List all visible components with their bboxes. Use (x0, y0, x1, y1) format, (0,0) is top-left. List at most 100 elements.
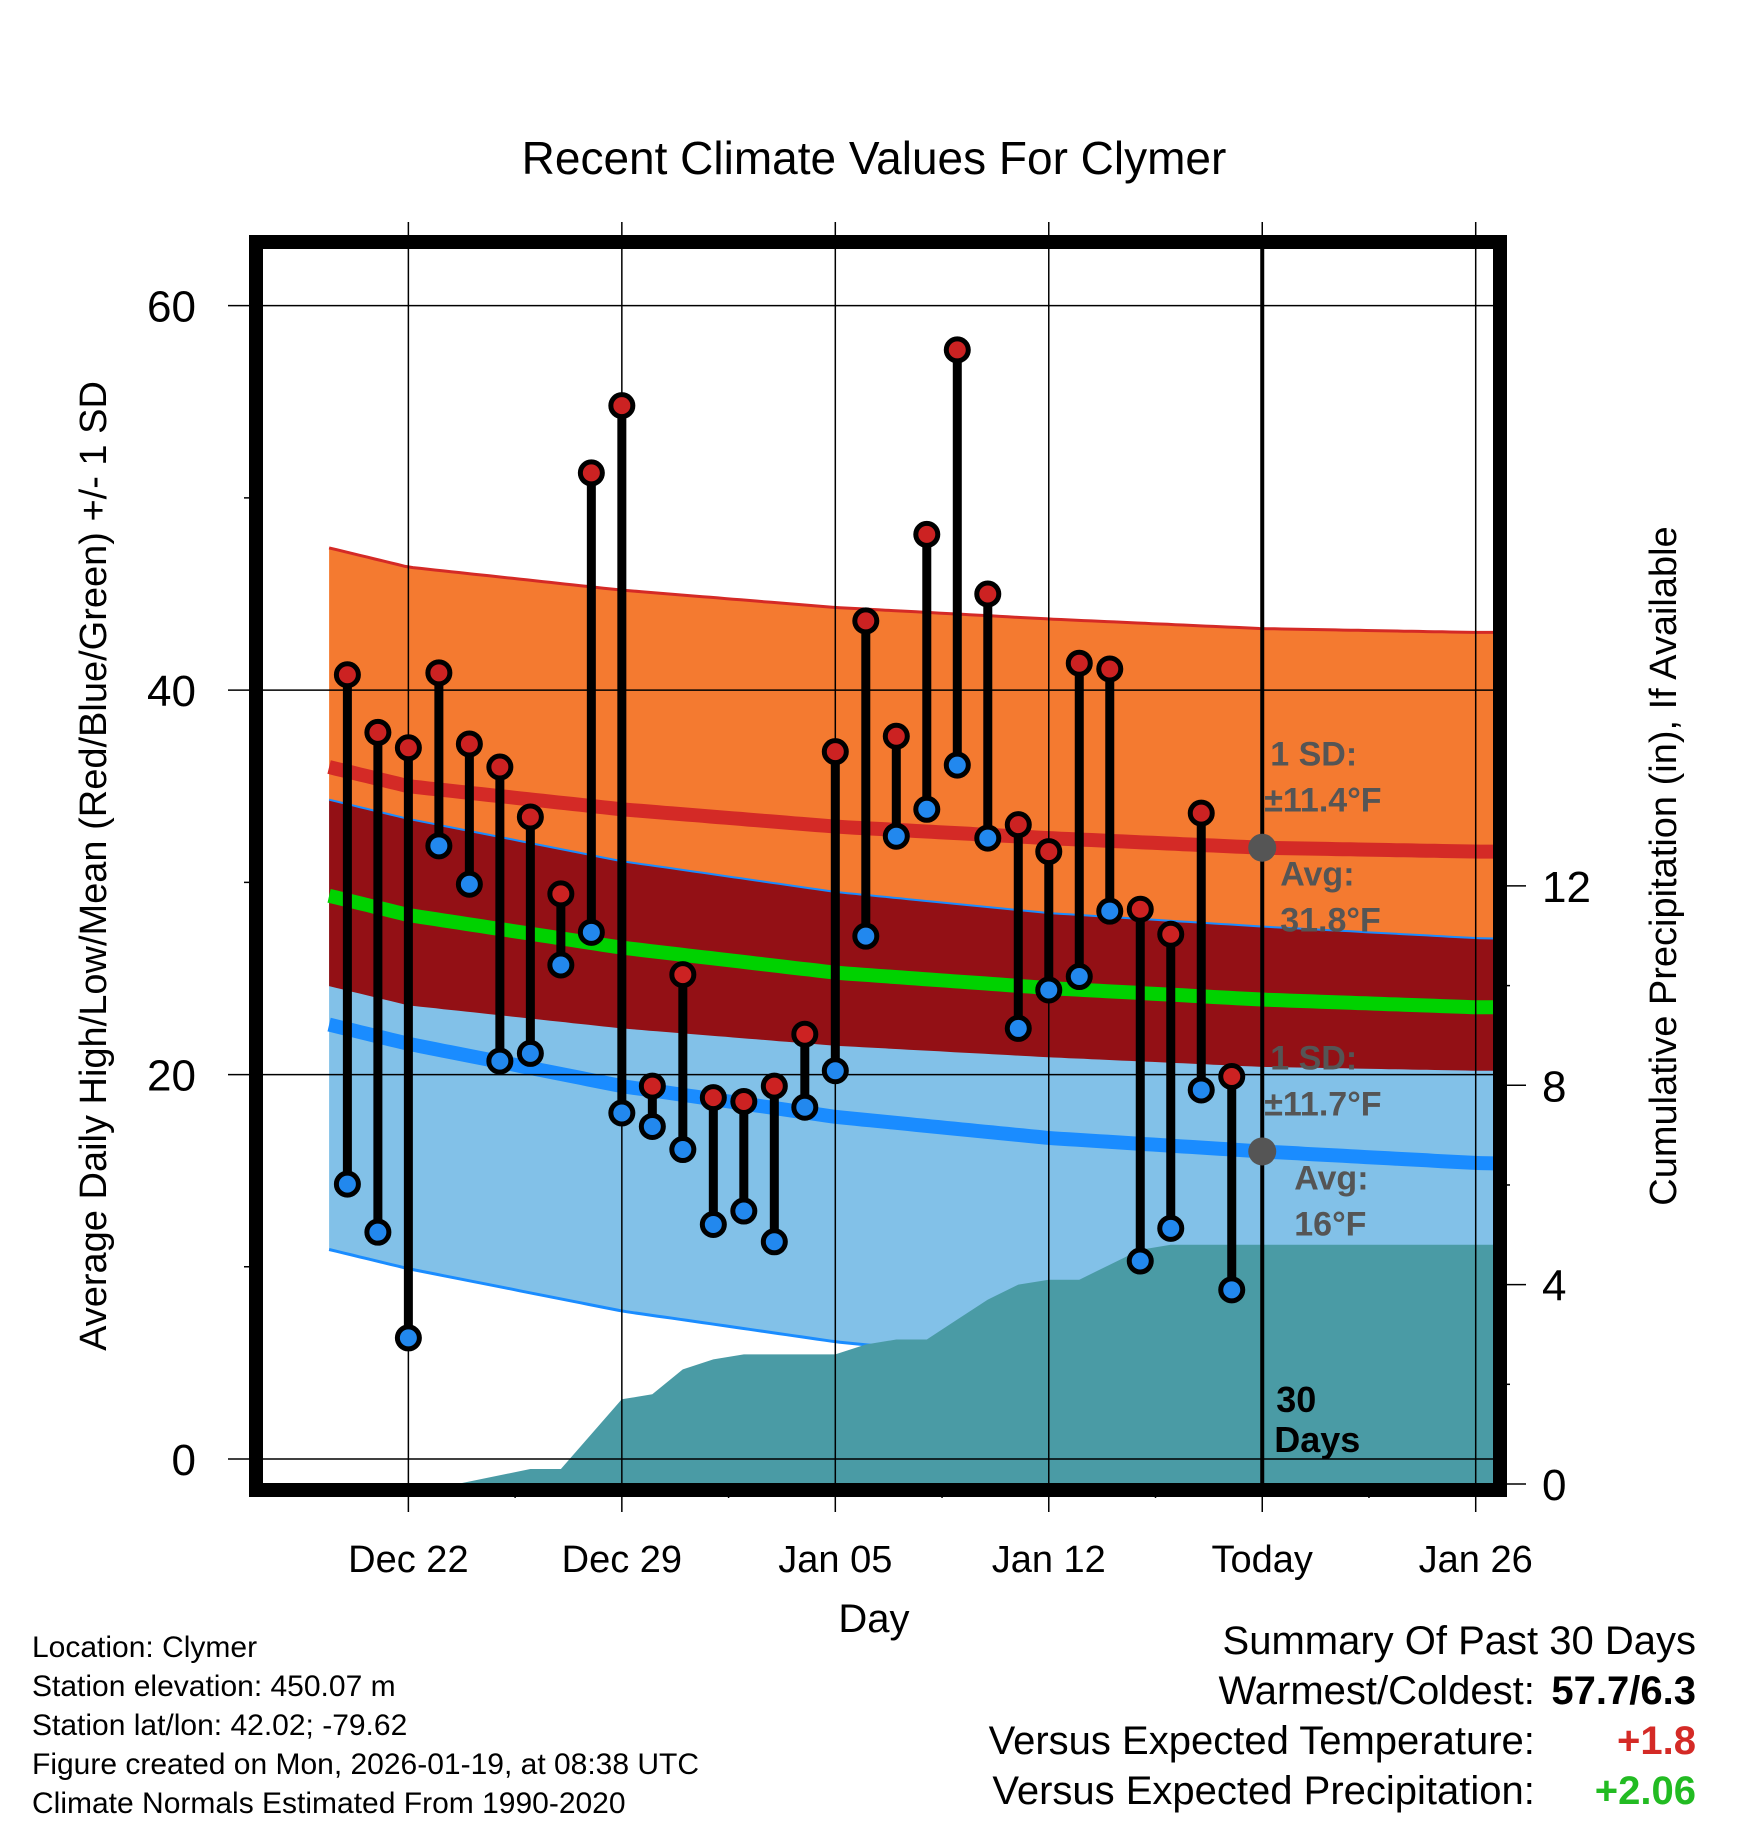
summary-title: Summary Of Past 30 Days (1222, 1619, 1696, 1663)
low-point (1157, 1214, 1185, 1242)
low-point (425, 832, 453, 860)
low-point (577, 918, 605, 946)
low-point (608, 1099, 636, 1127)
y2-axis-title: Cumulative Precipitation (in), If Availa… (1643, 526, 1685, 1205)
low-point (1126, 1247, 1154, 1275)
high-point (577, 459, 605, 487)
high-point (1004, 811, 1032, 839)
low-avg-label-line2: 16°F (1294, 1205, 1366, 1243)
high-point (852, 607, 880, 635)
low-point (638, 1112, 666, 1140)
high-avg-label-line1: Avg: (1280, 856, 1354, 894)
precip-anomaly-label: Versus Expected Precipitation: (992, 1769, 1535, 1813)
x-tick-label: Today (1212, 1539, 1313, 1581)
latlon-text: Station lat/lon: 42.02; -79.62 (32, 1709, 408, 1742)
low-sd-label-line1: 1 SD: (1270, 1039, 1357, 1077)
low-point (913, 795, 941, 823)
high-point (943, 336, 971, 364)
low-point (1218, 1276, 1246, 1304)
high-point (516, 803, 544, 831)
temp-anomaly-label: Versus Expected Temperature: (988, 1719, 1535, 1763)
low-point (699, 1210, 727, 1238)
summary-panel: Summary Of Past 30 Days Warmest/Coldest:… (989, 1616, 1696, 1816)
high-point (669, 961, 697, 989)
high-point (1218, 1062, 1246, 1090)
low-point (974, 824, 1002, 852)
low-point (791, 1093, 819, 1121)
x-axis-title: Day (838, 1597, 909, 1641)
high-point (882, 722, 910, 750)
high-sd-label-line1: 1 SD: (1270, 736, 1357, 774)
high-point (730, 1087, 758, 1115)
x-tick-label: Jan 12 (992, 1539, 1106, 1581)
high-point (1126, 895, 1154, 923)
low-point (1096, 897, 1124, 925)
low-point (882, 822, 910, 850)
high-point (974, 580, 1002, 608)
low-avg-label-unit: °F (1332, 1205, 1366, 1243)
low-point (547, 951, 575, 979)
station-info: Location: Clymer Station elevation: 450.… (32, 1628, 699, 1823)
window-days-number: 30 (1276, 1379, 1316, 1420)
low-point (669, 1136, 697, 1164)
high-sd-label-unit: °F (1347, 782, 1381, 820)
low-sd-label-unit: °F (1347, 1085, 1381, 1123)
plot-area: 1 SD: ±11.4°F Avg: 31.8°F 1 SD: ±11.7°F Avg: 16… (262, 248, 1494, 1484)
low-point (852, 922, 880, 950)
warmest-label: Warmest/Coldest: (1218, 1669, 1535, 1713)
high-point (699, 1084, 727, 1112)
low-point (1035, 976, 1063, 1004)
y-tick-label-40: 40 (147, 667, 196, 716)
temp-anomaly-value: +1.8 (1617, 1719, 1696, 1763)
high-point (1096, 655, 1124, 683)
high-point (486, 753, 514, 781)
high-point (760, 1072, 788, 1100)
low-point (516, 1039, 544, 1067)
low-point (1004, 1014, 1032, 1042)
low-point (333, 1170, 361, 1198)
high-sd-label-line2: ±11.4°F (1264, 782, 1381, 820)
y-tick-label-60: 60 (147, 283, 196, 332)
high-avg-marker (1248, 833, 1277, 862)
low-point (943, 751, 971, 779)
high-point (638, 1072, 666, 1100)
y2-tick-label-4: 4 (1542, 1262, 1566, 1311)
normals-text: Climate Normals Estimated From 1990-2020 (32, 1787, 626, 1820)
high-avg-label-unit: °F (1346, 902, 1380, 940)
high-point (333, 661, 361, 689)
high-point (791, 1020, 819, 1048)
y2-tick-label-12: 12 (1542, 863, 1591, 912)
high-upper-edge (328, 546, 1494, 634)
low-sd-label-line2: ±11.7°F (1264, 1085, 1381, 1123)
high-point (913, 520, 941, 548)
high-avg-label-line2: 31.8°F (1280, 902, 1381, 940)
high-point (821, 738, 849, 766)
low-point (730, 1197, 758, 1225)
x-tick-label: Dec 29 (562, 1539, 682, 1581)
elevation-text: Station elevation: 450.07 m (32, 1670, 396, 1703)
high-point (547, 880, 575, 908)
high-point (1035, 838, 1063, 866)
plot-frame (249, 235, 1507, 1497)
low-point (760, 1228, 788, 1256)
low-point (364, 1218, 392, 1246)
low-point (1065, 963, 1093, 991)
low-avg-label-line1: Avg: (1294, 1159, 1368, 1197)
high-point (1187, 799, 1215, 827)
precip-anomaly-value: +2.06 (1594, 1769, 1696, 1813)
created-text: Figure created on Mon, 2026-01-19, at 08… (32, 1748, 700, 1781)
location-text: Location: Clymer (32, 1631, 258, 1664)
y2-tick-label-0: 0 (1542, 1461, 1566, 1510)
window-days-label: Days (1274, 1419, 1360, 1460)
high-point (364, 718, 392, 746)
low-point (821, 1057, 849, 1085)
precip-area (359, 1244, 1494, 1484)
low-point (455, 870, 483, 898)
x-tick-label: Jan 05 (778, 1539, 892, 1581)
low-point (394, 1324, 422, 1352)
high-point (608, 392, 636, 420)
chart-title: Recent Climate Values For Clymer (522, 132, 1227, 184)
x-tick-label: Dec 22 (348, 1539, 468, 1581)
y-axis-title: Average Daily High/Low/Mean (Red/Blue/Gr… (73, 381, 115, 1351)
